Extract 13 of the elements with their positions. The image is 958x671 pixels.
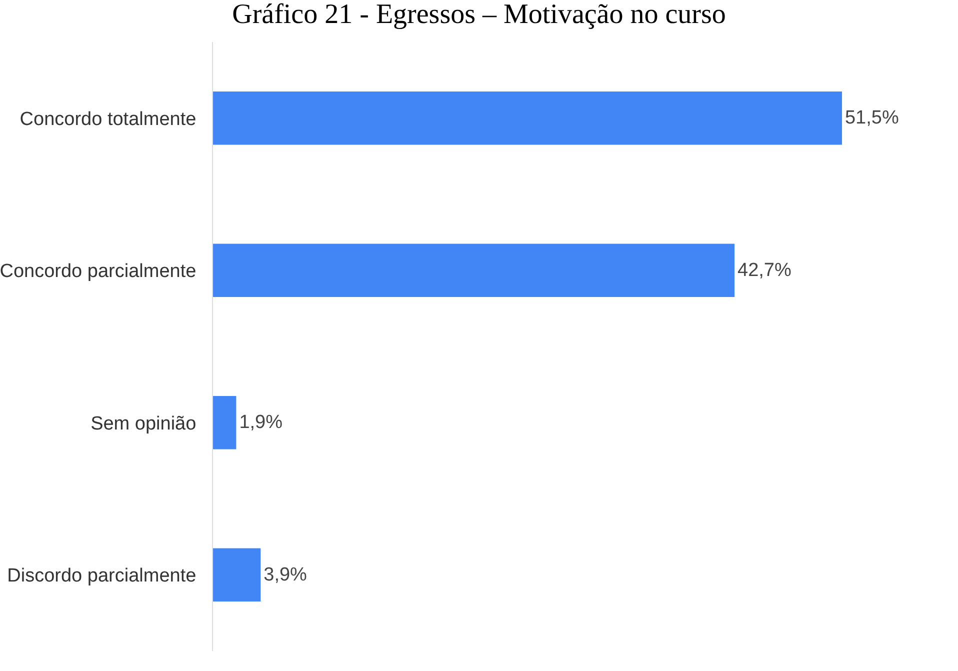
y-tick-label: Sem opinião — [90, 413, 196, 434]
bar — [213, 244, 734, 298]
y-tick-label: Concordo parcialmente — [0, 261, 196, 282]
data-label: 3,9% — [264, 564, 308, 586]
chart-title: Gráfico 21 - Egressos – Motivação no curso — [232, 0, 726, 30]
bar — [213, 91, 842, 145]
bar — [213, 396, 236, 450]
data-label: 1,9% — [239, 412, 283, 434]
data-label: 51,5% — [844, 108, 899, 129]
data-label: 42,7% — [738, 260, 792, 281]
bar — [213, 548, 261, 602]
y-tick-label: Discordo parcialmente — [7, 566, 196, 587]
y-tick-label: Concordo totalmente — [20, 108, 196, 130]
